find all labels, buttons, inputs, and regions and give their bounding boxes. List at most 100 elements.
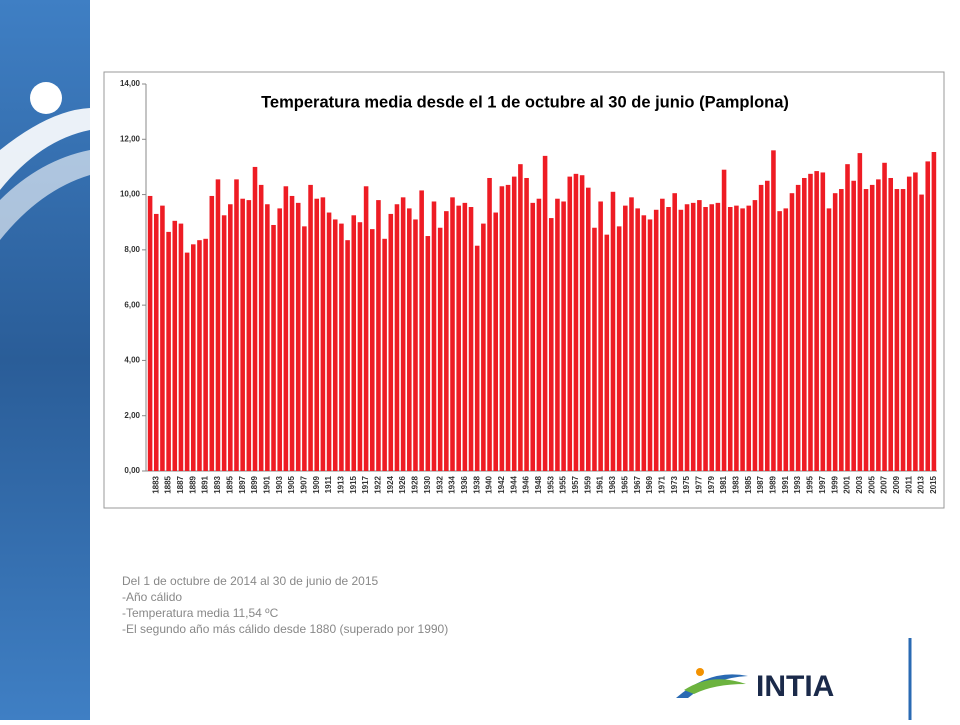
x-tick-label: 1936 <box>460 475 469 493</box>
x-tick-label: 1899 <box>250 475 259 493</box>
bar <box>332 219 338 471</box>
bar <box>931 152 937 471</box>
bar <box>789 193 795 472</box>
bar <box>814 171 819 471</box>
bar <box>721 169 727 471</box>
x-tick-label: 1967 <box>633 475 642 493</box>
x-tick-label: 1922 <box>374 475 383 493</box>
x-tick-label: 1926 <box>398 475 407 493</box>
bar <box>851 180 856 471</box>
bar <box>610 191 616 472</box>
bar <box>623 205 628 471</box>
x-tick-label: 1934 <box>448 475 457 493</box>
note: Del 1 de octubre de 2014 al 30 de junio … <box>122 574 379 588</box>
bar <box>727 207 733 471</box>
x-tick-label: 1977 <box>694 475 703 493</box>
bar <box>345 240 350 471</box>
x-tick-label: 1963 <box>608 475 617 493</box>
x-tick-label: 1953 <box>546 475 555 493</box>
x-tick-label: 1885 <box>164 475 173 493</box>
bar <box>505 184 511 471</box>
x-tick-label: 1973 <box>670 475 679 493</box>
bar <box>783 208 789 471</box>
x-tick-label: 2013 <box>917 475 926 493</box>
bar <box>474 245 480 471</box>
x-tick-label: 1942 <box>497 475 506 493</box>
bar <box>258 184 264 471</box>
x-tick-label: 1891 <box>201 475 210 493</box>
bar <box>672 193 677 472</box>
bar <box>209 195 215 472</box>
bar <box>530 202 536 471</box>
x-tick-label: 2007 <box>880 475 889 493</box>
x-tick-label: 1993 <box>793 475 802 493</box>
bar <box>215 179 221 471</box>
bar <box>178 223 184 471</box>
bar <box>555 198 560 472</box>
bar <box>746 205 752 471</box>
bar <box>567 176 573 471</box>
bar <box>493 212 498 471</box>
x-tick-label: 1895 <box>225 475 234 493</box>
x-tick-label: 2015 <box>929 475 938 493</box>
note: -Temperatura media 11,54 ºC <box>122 606 279 620</box>
bar <box>481 223 486 471</box>
x-tick-label: 1997 <box>818 475 827 493</box>
bar <box>684 204 690 471</box>
bar <box>536 198 542 472</box>
x-tick-label: 1979 <box>707 475 716 493</box>
x-tick-label: 1928 <box>411 475 420 493</box>
bar <box>357 222 363 471</box>
bar <box>240 198 245 472</box>
x-tick-label: 1909 <box>312 475 321 493</box>
x-tick-label: 1999 <box>830 475 839 493</box>
bar <box>641 215 647 471</box>
bar <box>715 202 721 471</box>
bar <box>462 202 468 471</box>
bar <box>425 236 431 471</box>
bar <box>653 209 659 471</box>
bar <box>431 201 437 471</box>
x-tick-label: 1897 <box>238 475 247 493</box>
bar <box>271 224 276 471</box>
bar <box>845 164 850 471</box>
bar <box>820 172 826 471</box>
bar <box>826 208 832 471</box>
bar <box>906 176 912 471</box>
x-tick-label: 1959 <box>583 475 592 493</box>
x-tick-label: 1889 <box>188 475 197 493</box>
y-tick-label: 4,00 <box>124 356 140 365</box>
bar <box>518 164 523 471</box>
bar <box>339 223 344 471</box>
x-tick-label: 1940 <box>485 475 494 493</box>
bar <box>709 204 715 471</box>
bar <box>629 197 634 472</box>
bar <box>450 197 455 472</box>
bar <box>573 173 579 471</box>
x-tick-label: 2009 <box>892 475 901 493</box>
bar <box>326 212 332 471</box>
bar <box>660 198 665 472</box>
bar <box>925 161 931 471</box>
bar <box>320 197 326 472</box>
bar <box>771 150 776 472</box>
x-tick-label: 1955 <box>559 475 568 493</box>
x-tick-label: 1991 <box>781 475 790 493</box>
bar <box>283 186 289 471</box>
note: -Año cálido <box>122 590 182 604</box>
x-tick-label: 1948 <box>534 475 543 493</box>
bar <box>221 215 227 471</box>
bar <box>579 175 585 471</box>
bar <box>499 186 505 471</box>
x-tick-label: 1913 <box>337 475 346 493</box>
bar <box>172 220 178 471</box>
bar <box>548 218 554 471</box>
bar <box>863 189 869 472</box>
bar <box>740 208 745 471</box>
bar <box>900 189 906 472</box>
x-tick-label: 2005 <box>867 475 876 493</box>
bar <box>234 179 239 471</box>
note: -El segundo año más cálido desde 1880 (s… <box>122 622 448 636</box>
bar <box>802 177 807 471</box>
bar <box>511 176 517 471</box>
